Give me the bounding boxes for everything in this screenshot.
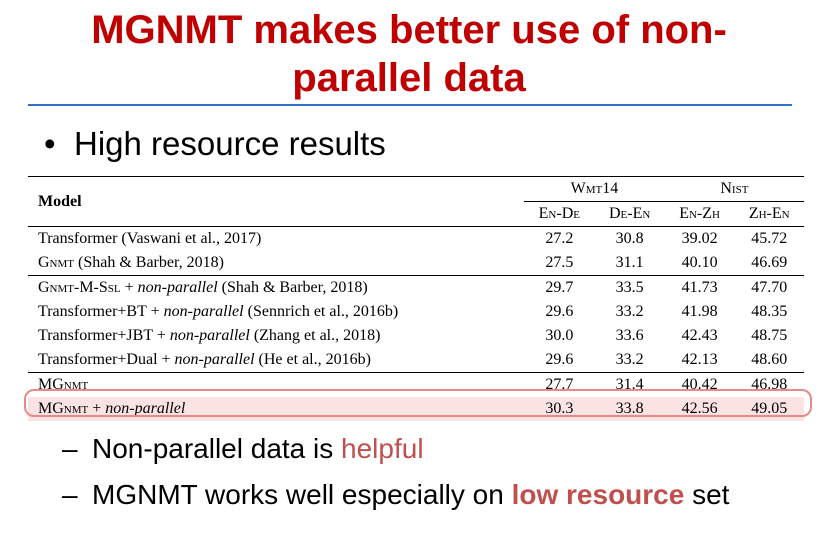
cell-de-en: 31.4 xyxy=(594,372,665,397)
cell-zh-en: 46.69 xyxy=(751,254,788,271)
model-name-rest: (Shah & Barber, 2018) xyxy=(74,254,224,271)
model-name-smallcaps: Gnmt xyxy=(38,254,74,271)
model-name-pre: Transformer+BT + xyxy=(38,303,164,320)
table-row: Transformer+Dual + non-parallel (He et a… xyxy=(28,348,804,373)
table-row: Transformer+BT + non-parallel (Sennrich … xyxy=(28,300,804,324)
row-model-name: MGnmt xyxy=(28,372,525,397)
row-model-name: Transformer (Vaswani et al., 2017) xyxy=(28,226,525,251)
cell-en-zh: 40.42 xyxy=(664,372,735,397)
cell-de-en: 33.8 xyxy=(594,397,665,421)
cell-zh-en: 47.70 xyxy=(734,275,804,300)
main-bullet-text: High resource results xyxy=(74,125,386,162)
cell-de-en: 33.6 xyxy=(615,327,644,344)
table-row: Gnmt (Shah & Barber, 2018) 27.5 31.1 40.… xyxy=(28,251,804,276)
cell-zh-en: 45.72 xyxy=(734,226,804,251)
cell-de-en: 33.2 xyxy=(615,351,644,368)
cell-de-en: 30.8 xyxy=(594,226,665,251)
cell-zh-en: 48.35 xyxy=(751,303,788,320)
model-name-rest: (He et al., 2016b) xyxy=(254,351,371,368)
cell-zh-en: 48.75 xyxy=(751,327,788,344)
sub-bullet-1: – Non-parallel data is helpful xyxy=(62,432,424,466)
sub-bullet-2: – MGNMT works well especially on low reso… xyxy=(62,478,729,512)
cell-en-de: 27.7 xyxy=(524,372,595,397)
slide-title-line-2: parallel data xyxy=(292,56,526,100)
table-header-row: Model Wmt14 Nist xyxy=(28,176,804,227)
model-name-italic: non-parallel xyxy=(105,400,186,417)
row-model-name: MGnmt + non-parallel xyxy=(28,397,525,421)
cell-de-en: 33.5 xyxy=(594,275,665,300)
cell-en-zh: 39.02 xyxy=(664,226,735,251)
model-name-smallcaps: MGnmt xyxy=(38,376,89,393)
table-subheader-row: En-De De-En En-Zh Zh-En xyxy=(28,201,804,227)
cell-en-zh: 41.73 xyxy=(664,275,735,300)
cell-de-en: 31.1 xyxy=(615,254,644,271)
cell-en-de: 27.5 xyxy=(545,254,574,271)
model-name-italic: non-parallel xyxy=(163,303,244,320)
cell-de-en: 33.2 xyxy=(615,303,644,320)
model-name-pre: Transformer+Dual + xyxy=(38,351,175,368)
column-header-en-zh: En-Zh xyxy=(664,201,735,227)
row-model-name: Gnmt-M-Ssl + non-parallel (Shah & Barber… xyxy=(28,275,525,300)
model-name-rest: (Zhang et al., 2018) xyxy=(249,327,381,344)
model-name-smallcaps: MGnmt xyxy=(38,400,89,417)
cell-en-de: 30.0 xyxy=(545,327,574,344)
sub-bullet-text: MGNMT works well especially on xyxy=(92,479,512,510)
cell-en-zh: 42.56 xyxy=(664,397,735,421)
model-name-pre: Transformer+JBT + xyxy=(38,327,170,344)
sub-bullet-text-end: set xyxy=(684,479,730,510)
cell-en-de: 29.6 xyxy=(545,303,574,320)
bullet-marker: • xyxy=(44,125,56,162)
table-row: MGnmt 27.7 31.4 40.42 46.98 xyxy=(28,372,804,397)
table-row-highlighted: MGnmt + non-parallel 30.3 33.8 42.56 49.… xyxy=(28,397,804,421)
sub-bullet-emphasis: helpful xyxy=(341,433,424,464)
group-header-wmt14: Wmt14 xyxy=(524,176,665,202)
model-name-smallcaps: Gnmt-M-Ssl xyxy=(38,279,121,296)
model-name-rest: (Shah & Barber, 2018) xyxy=(217,279,368,296)
group-header-nist: Nist xyxy=(664,176,804,202)
cell-en-zh: 42.13 xyxy=(681,351,718,368)
main-bullet: • High resource results xyxy=(44,124,386,164)
cell-en-de: 29.6 xyxy=(545,351,574,368)
slide-title-line-1: MGNMT makes better use of non- xyxy=(91,8,727,52)
cell-zh-en: 46.98 xyxy=(734,372,804,397)
row-model-name: Transformer+Dual + non-parallel (He et a… xyxy=(28,348,524,373)
table-row: Gnmt-M-Ssl + non-parallel (Shah & Barber… xyxy=(28,275,804,300)
model-name-plus: + xyxy=(88,400,106,417)
cell-zh-en: 49.05 xyxy=(734,397,804,421)
column-header-en-de: En-De xyxy=(524,201,595,227)
column-header-zh-en: Zh-En xyxy=(734,201,804,227)
sub-bullet-marker: – xyxy=(62,433,78,464)
model-name-plus: + xyxy=(120,279,138,296)
model-name-italic: non-parallel xyxy=(174,351,255,368)
model-name-text: Transformer (Vaswani et al., 2017) xyxy=(38,230,262,247)
row-model-name: Transformer+BT + non-parallel (Sennrich … xyxy=(28,300,524,324)
slide-title: MGNMT makes better use of non- parallel … xyxy=(0,6,818,102)
cell-en-de: 29.7 xyxy=(524,275,595,300)
sub-bullet-text: Non-parallel data is xyxy=(92,433,342,464)
table-row: Transformer (Vaswani et al., 2017) 27.2 … xyxy=(28,226,804,251)
model-name-italic: non-parallel xyxy=(137,279,218,296)
cell-en-zh: 42.43 xyxy=(681,327,718,344)
sub-bullet-marker: – xyxy=(62,479,78,510)
model-name-italic: non-parallel xyxy=(169,327,250,344)
sub-bullet-emphasis: low resource xyxy=(511,479,685,510)
cell-zh-en: 48.60 xyxy=(751,351,788,368)
cell-en-zh: 40.10 xyxy=(681,254,718,271)
cell-en-zh: 41.98 xyxy=(681,303,718,320)
title-divider xyxy=(28,104,792,106)
model-name-rest: (Sennrich et al., 2016b) xyxy=(243,303,399,320)
results-table: Model Wmt14 Nist En-De De-En En-Zh Zh-En… xyxy=(28,176,804,421)
cell-en-de: 30.3 xyxy=(524,397,595,421)
model-column-header: Model xyxy=(28,176,525,227)
row-model-name: Transformer+JBT + non-parallel (Zhang et… xyxy=(28,324,524,348)
table-row: Transformer+JBT + non-parallel (Zhang et… xyxy=(28,324,804,348)
column-header-de-en: De-En xyxy=(594,201,665,227)
cell-en-de: 27.2 xyxy=(524,226,595,251)
row-model-name: Gnmt (Shah & Barber, 2018) xyxy=(28,251,524,276)
